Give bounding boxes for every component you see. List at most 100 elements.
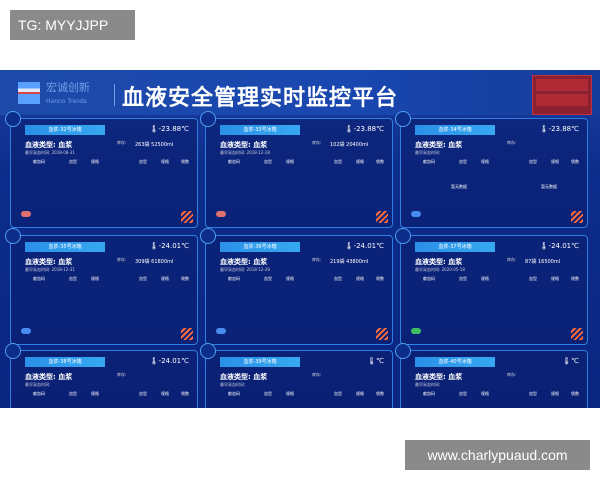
fridge-card[interactable]: 血浆-37号冰箱 🌡-24.01℃ 血液类型: 血浆 库存: 87袋 16500… [395, 228, 588, 345]
column-header: 献血码 [33, 276, 45, 281]
stock-label: 库存: [312, 372, 322, 377]
fingerprint-icon [200, 343, 216, 359]
column-header: 血型 [264, 276, 272, 281]
fingerprint-icon [200, 228, 216, 244]
thermometer-icon: 🌡 [344, 242, 354, 250]
warning-stripe-icon [571, 211, 583, 223]
column-header: 袋数 [571, 159, 579, 164]
status-button[interactable] [411, 328, 421, 334]
earliest-date: 最早采血时间: [415, 382, 441, 387]
column-header: 规格 [161, 276, 169, 281]
fridge-card[interactable]: 血浆-39号冰箱 🌡℃ 血液类型: 血浆 库存: 最早采血时间: 献血码 血型 规格 血… [200, 343, 393, 408]
status-button[interactable] [411, 211, 421, 217]
fridge-name: 血浆-34号冰箱 [415, 125, 495, 135]
brand-name: 宏诚创新 [46, 81, 90, 94]
column-header: 献血码 [228, 159, 240, 164]
column-header: 规格 [161, 159, 169, 164]
blood-type: 血液类型: 血浆 [220, 258, 268, 266]
column-header: 袋数 [181, 276, 189, 281]
temperature-value: -23.88℃ [548, 125, 579, 133]
blood-type: 血液类型: 血浆 [25, 258, 73, 266]
fridge-name: 血浆-35号冰箱 [25, 242, 105, 252]
warning-stripe-icon [571, 328, 583, 340]
thermometer-icon: 🌡 [149, 357, 159, 365]
warning-stripe-icon [181, 328, 193, 340]
warning-stripe-icon [181, 211, 193, 223]
fridge-card[interactable]: 血浆-38号冰箱 🌡-24.01℃ 血液类型: 血浆 库存: 最早采血时间: 献血… [5, 343, 198, 408]
temperature: 🌡-24.01℃ [150, 357, 189, 365]
temperature-value: -24.01℃ [158, 357, 189, 365]
column-header: 规格 [481, 391, 489, 396]
column-header: 血型 [459, 276, 467, 281]
stock-total: 219袋 43800ml [330, 259, 369, 265]
temperature-value: -23.88℃ [353, 125, 384, 133]
column-header: 血型 [334, 391, 342, 396]
temperature-value: -24.01℃ [158, 242, 189, 250]
column-header: 规格 [551, 276, 559, 281]
column-header: 袋数 [571, 391, 579, 396]
thermometer-icon: 🌡 [367, 357, 377, 365]
column-header: 规格 [356, 276, 364, 281]
fridge-card[interactable]: 血浆-32号冰箱 🌡-23.88℃ 血液类型: 血浆 库存: 263袋 5250… [5, 111, 198, 228]
stock-label: 库存: [117, 140, 127, 145]
column-header: 袋数 [571, 276, 579, 281]
fridge-name: 血浆-37号冰箱 [415, 242, 495, 252]
column-header: 血型 [334, 276, 342, 281]
column-header: 血型 [529, 159, 537, 164]
temperature-value: -23.88℃ [158, 125, 189, 133]
thermometer-icon: 🌡 [344, 125, 354, 133]
blood-type: 血液类型: 血浆 [220, 373, 268, 381]
status-button[interactable] [21, 328, 31, 334]
blood-type: 血液类型: 血浆 [415, 141, 463, 149]
column-header: 献血码 [33, 391, 45, 396]
fridge-card[interactable]: 血浆-34号冰箱 🌡-23.88℃ 血液类型: 血浆 库存: 最早采血时间: 献血… [395, 111, 588, 228]
column-header: 血型 [69, 391, 77, 396]
temperature: 🌡-23.88℃ [540, 125, 579, 133]
column-header: 规格 [286, 159, 294, 164]
thermometer-icon: 🌡 [562, 357, 572, 365]
fingerprint-icon [200, 111, 216, 127]
column-header: 规格 [551, 159, 559, 164]
temperature-value: ℃ [571, 357, 579, 365]
stock-total: 263袋 52500ml [135, 142, 174, 148]
fingerprint-icon [395, 343, 411, 359]
earliest-date: 最早采血时间: 2018-12-28 [220, 267, 270, 272]
column-header: 献血码 [423, 391, 435, 396]
status-button[interactable] [216, 211, 226, 217]
column-header: 规格 [481, 159, 489, 164]
status-button[interactable] [216, 328, 226, 334]
earliest-date: 最早采血时间: [25, 382, 51, 387]
thermometer-icon: 🌡 [539, 242, 549, 250]
column-header: 献血码 [228, 276, 240, 281]
stock-label: 库存: [507, 372, 517, 377]
stock-total: 87袋 16500ml [525, 259, 561, 265]
fridge-card[interactable]: 血浆-35号冰箱 🌡-24.01℃ 血液类型: 血浆 库存: 309袋 6180… [5, 228, 198, 345]
dashboard-screen: 宏诚创新 Hanno Trends 血液安全管理实时监控平台 血浆-32号冰箱 🌡… [0, 70, 600, 408]
column-header: 袋数 [376, 391, 384, 396]
status-button[interactable] [21, 211, 31, 217]
column-header: 血型 [529, 391, 537, 396]
fridge-card[interactable]: 血浆-40号冰箱 🌡℃ 血液类型: 血浆 库存: 最早采血时间: 献血码 血型 规格 血… [395, 343, 588, 408]
watermark-top-left: TG: MYYJJPP [10, 10, 135, 40]
stock-total: 102袋 20400ml [330, 142, 369, 148]
column-header: 规格 [286, 391, 294, 396]
earliest-date: 最早采血时间: 2018-08-31 [25, 150, 75, 155]
alert-panel[interactable] [532, 75, 592, 115]
stock-total: 309袋 61800ml [135, 259, 174, 265]
earliest-date: 最早采血时间: 2018-12-31 [25, 267, 75, 272]
column-header: 袋数 [376, 276, 384, 281]
blood-type: 血液类型: 血浆 [25, 373, 73, 381]
column-header: 血型 [69, 276, 77, 281]
fridge-name: 血浆-39号冰箱 [220, 357, 300, 367]
column-header: 血型 [529, 276, 537, 281]
earliest-date: 最早采血时间: [220, 382, 246, 387]
column-header: 规格 [356, 159, 364, 164]
temperature: 🌡-24.01℃ [345, 242, 384, 250]
earliest-date: 最早采血时间: 2020-05-18 [415, 267, 465, 272]
blood-type: 血液类型: 血浆 [25, 141, 73, 149]
column-header: 献血码 [228, 391, 240, 396]
fridge-name: 血浆-32号冰箱 [25, 125, 105, 135]
fridge-card[interactable]: 血浆-33号冰箱 🌡-23.88℃ 血液类型: 血浆 库存: 102袋 2040… [200, 111, 393, 228]
brand: 宏诚创新 Hanno Trends [46, 82, 90, 107]
fridge-card[interactable]: 血浆-36号冰箱 🌡-24.01℃ 血液类型: 血浆 库存: 219袋 4380… [200, 228, 393, 345]
